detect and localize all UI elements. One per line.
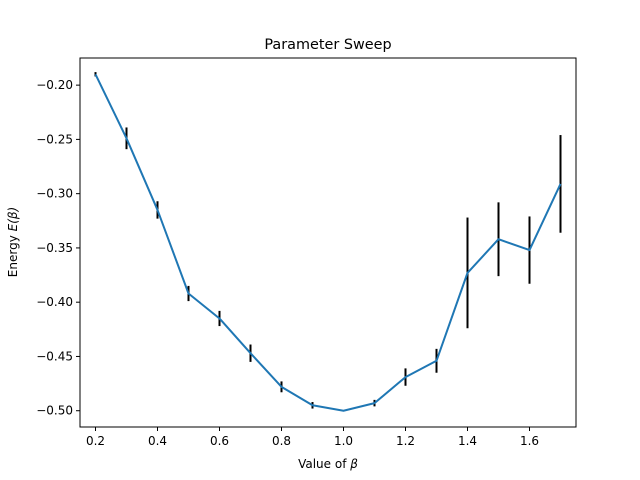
y-tick-label: −0.45 (36, 349, 73, 363)
error-bars (94, 72, 562, 409)
y-tick-label: −0.50 (36, 404, 73, 418)
y-tick-label: −0.35 (36, 241, 73, 255)
x-tick-label: 1.2 (396, 434, 415, 448)
x-axis-label: Value of β (298, 457, 358, 471)
x-tick-label: 0.6 (210, 434, 229, 448)
x-tick-label: 0.4 (148, 434, 167, 448)
x-tick-label: 0.8 (272, 434, 291, 448)
chart-title: Parameter Sweep (264, 37, 391, 53)
y-axis: −0.20 −0.25 −0.30 −0.35 −0.40 −0.45 −0.50 (36, 78, 80, 418)
x-axis: 0.2 0.4 0.6 0.8 1.0 1.2 1.4 1.6 (86, 427, 539, 448)
y-tick-label: −0.20 (36, 78, 73, 92)
y-axis-label: Energy E(β) (6, 207, 20, 277)
x-tick-label: 1.0 (334, 434, 353, 448)
x-tick-label: 1.6 (520, 434, 539, 448)
plot-area-frame (79, 57, 577, 428)
y-tick-label: −0.30 (36, 187, 73, 201)
x-tick-label: 1.4 (458, 434, 477, 448)
y-tick-label: −0.40 (36, 295, 73, 309)
y-tick-label: −0.25 (36, 132, 73, 146)
x-tick-label: 0.2 (86, 434, 105, 448)
series-line (94, 73, 562, 412)
